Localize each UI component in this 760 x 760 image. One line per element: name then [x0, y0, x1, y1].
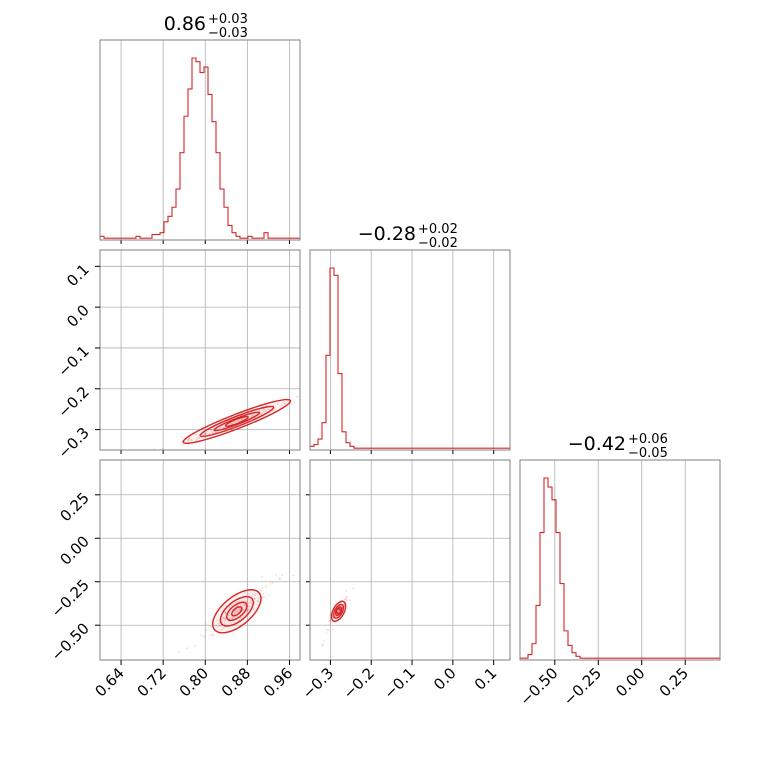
- sample-point: [203, 636, 205, 638]
- histogram-panel-1: −0.28 +0.02−0.02: [310, 222, 510, 454]
- x-tick-label: −0.1: [380, 664, 418, 702]
- sample-point: [345, 590, 347, 592]
- histogram-title-lower-1: −0.02: [418, 236, 458, 251]
- y-tick-label: −0.25: [48, 576, 93, 621]
- x-tick-label: 0.00: [612, 664, 648, 700]
- histogram-title-upper-1: +0.02: [418, 222, 458, 237]
- sample-point: [349, 599, 351, 601]
- panel-background: [310, 460, 510, 660]
- sample-point: [266, 584, 268, 586]
- sample-point: [294, 401, 296, 403]
- scatter-panel-0-2: [100, 460, 300, 673]
- sample-point: [281, 575, 283, 577]
- x-tick-label: 0.72: [134, 664, 170, 700]
- histogram-title-upper-2: +0.06: [628, 432, 668, 447]
- histogram-title-lower-2: −0.05: [628, 446, 668, 461]
- sample-point: [182, 436, 184, 438]
- sample-point: [323, 640, 325, 642]
- sample-point: [329, 623, 331, 625]
- sample-point: [147, 451, 149, 453]
- sample-point: [210, 634, 212, 636]
- sample-point: [326, 629, 328, 631]
- sample-point: [344, 599, 346, 601]
- sample-point: [346, 600, 348, 602]
- histogram-panel-2: −0.42 +0.06−0.05: [520, 432, 720, 660]
- sample-point: [296, 396, 298, 398]
- histogram-title-2: −0.42: [568, 433, 626, 455]
- sample-point: [166, 671, 168, 673]
- sample-point: [233, 633, 235, 635]
- x-tick-label: 0.25: [656, 664, 692, 700]
- sample-point: [263, 593, 265, 595]
- y-tick-label: 0.0: [63, 301, 93, 331]
- sample-point: [329, 620, 331, 622]
- sample-point: [194, 645, 196, 647]
- sample-point: [352, 588, 354, 590]
- x-tick-label: 0.64: [92, 664, 128, 700]
- x-tick-label: 0.1: [471, 664, 501, 694]
- panel-background: [100, 250, 300, 450]
- x-tick-label: −0.2: [340, 664, 378, 702]
- histogram-panel-0: 0.86 +0.03−0.03: [100, 12, 300, 244]
- x-tick-label: 0.96: [260, 664, 296, 700]
- sample-point: [260, 590, 262, 592]
- scatter-panel-1-2: [306, 460, 510, 660]
- y-tick-label: 0.00: [56, 532, 92, 568]
- sample-point: [212, 633, 214, 635]
- sample-point: [290, 403, 292, 405]
- panel-background: [100, 460, 300, 660]
- y-tick-label: 0.1: [63, 260, 93, 290]
- sample-point: [304, 392, 306, 394]
- x-tick-label: −0.3: [299, 664, 337, 702]
- histogram-title-lower-0: −0.03: [208, 26, 248, 41]
- sample-point: [268, 594, 270, 596]
- x-tick-label: 0.88: [218, 664, 254, 700]
- sample-point: [186, 647, 188, 649]
- sample-point: [305, 398, 307, 400]
- sample-point: [265, 587, 267, 589]
- sample-point: [178, 651, 180, 653]
- sample-point: [210, 626, 212, 628]
- panel-background: [310, 250, 510, 450]
- panel-background: [520, 460, 720, 660]
- histogram-title-upper-0: +0.03: [208, 12, 248, 27]
- sample-point: [346, 596, 348, 598]
- sample-point: [272, 582, 274, 584]
- sample-point: [270, 582, 272, 584]
- sample-point: [275, 574, 277, 576]
- sample-point: [264, 596, 266, 598]
- sample-point: [262, 587, 264, 589]
- sample-point: [261, 576, 263, 578]
- sample-point: [332, 628, 334, 630]
- sample-point: [205, 623, 207, 625]
- y-tick-label: 0.25: [56, 489, 92, 525]
- histogram-title-1: −0.28: [358, 223, 416, 245]
- y-tick-label: −0.1: [54, 342, 92, 380]
- sample-point: [162, 448, 164, 450]
- sample-point: [328, 629, 330, 631]
- y-tick-label: −0.2: [54, 383, 92, 421]
- sample-point: [279, 577, 281, 579]
- sample-point: [346, 598, 348, 600]
- sample-point: [262, 597, 264, 599]
- sample-point: [182, 445, 184, 447]
- sample-point: [200, 635, 202, 637]
- sample-point: [325, 632, 327, 634]
- y-tick-label: −0.50: [48, 619, 93, 664]
- sample-point: [293, 575, 295, 577]
- x-tick-label: 0.80: [176, 664, 212, 700]
- x-tick-label: −0.25: [560, 664, 605, 709]
- sample-point: [322, 644, 324, 646]
- histogram-title-0: 0.86: [164, 13, 206, 35]
- y-tick-label: −0.3: [54, 424, 92, 462]
- x-tick-label: −0.50: [516, 664, 561, 709]
- sample-point: [206, 629, 208, 631]
- x-tick-label: 0.0: [430, 664, 460, 694]
